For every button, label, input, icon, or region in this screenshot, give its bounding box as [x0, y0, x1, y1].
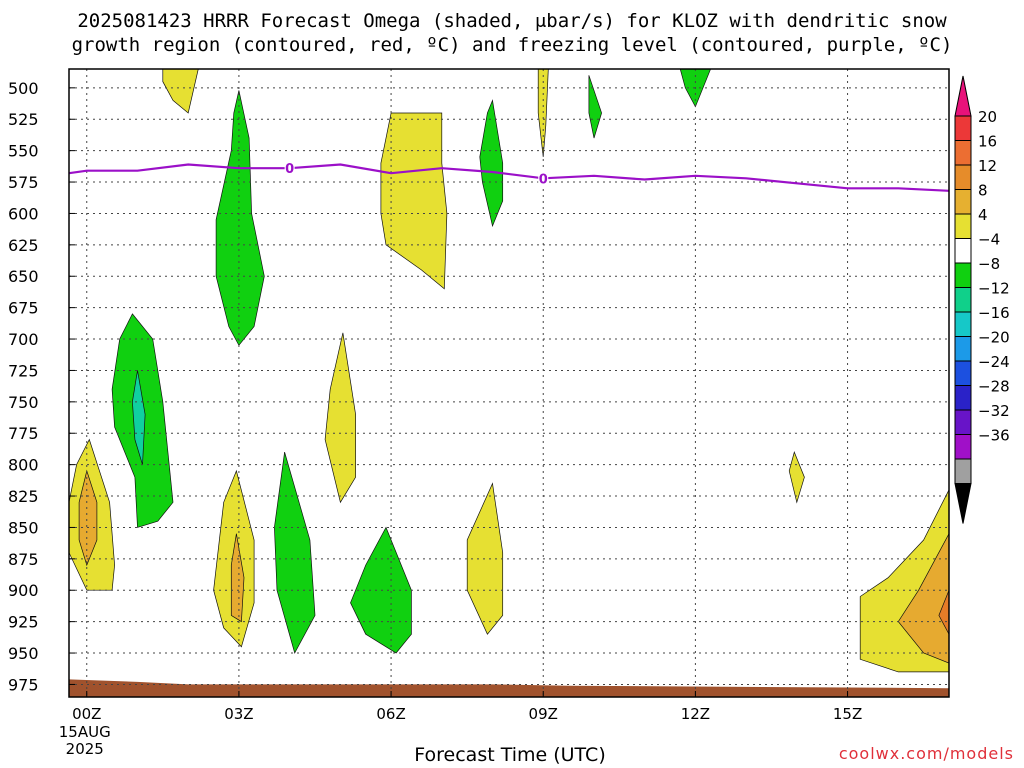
y-tick-label-825: 825: [8, 487, 39, 506]
y-tick-label-500: 500: [8, 79, 39, 98]
axis-layer: 500 525 550 575 600 625 650 675 700 725 750 775 800 8…: [8, 79, 862, 758]
colorbar-label: −24: [978, 353, 1010, 371]
colorbar-label: −28: [978, 378, 1010, 396]
omega-region-1: [162, 68, 199, 114]
y-tick-label-650: 650: [8, 267, 39, 286]
y-tick-label-625: 625: [8, 236, 39, 255]
omega-region-2: [215, 90, 265, 346]
colorbar-label: 20: [978, 108, 997, 126]
y-tick-label-550: 550: [8, 142, 39, 161]
omega-region-18: [788, 451, 805, 504]
freezing-level-label-bg: [538, 170, 549, 187]
colorbar-label: −20: [978, 329, 1010, 347]
terrain-layer: [69, 679, 949, 697]
y-tick-label-900: 900: [8, 581, 39, 600]
y-tick-label-800: 800: [8, 456, 39, 475]
chart-title-line-1: 2025081423 HRRR Forecast Omega (shaded, …: [77, 10, 947, 32]
x-tick-label-03Z: 03Z: [224, 705, 253, 723]
x-tick-label-06Z: 06Z: [376, 705, 405, 723]
x-tick-label-12Z: 12Z: [681, 705, 710, 723]
y-tick-label-875: 875: [8, 550, 39, 569]
omega-region-10: [588, 75, 602, 139]
y-tick-label-525: 525: [8, 110, 39, 129]
y-tick-label-725: 725: [8, 361, 39, 380]
colorbar-label: −32: [978, 402, 1010, 420]
colorbar-segment-14: [954, 434, 972, 460]
y-tick-label-575: 575: [8, 173, 39, 192]
omega-region-16: [350, 526, 412, 654]
colorbar-segment-12: [954, 385, 972, 411]
colorbar-segment-11: [954, 360, 972, 386]
terrain-fill: [69, 679, 949, 697]
colorbar-label: 16: [978, 133, 997, 151]
colorbar-segment-2: [954, 140, 972, 166]
colorbar-top-arrow: [954, 75, 972, 117]
freezing-level-layer: 00: [68, 160, 950, 192]
colorbar-label: −8: [978, 255, 1000, 273]
omega-region-12: [324, 332, 356, 504]
y-tick-label-925: 925: [8, 613, 39, 632]
y-tick-label-975: 975: [8, 675, 39, 694]
colorbar-label: 4: [978, 206, 988, 224]
chart-title-line-2: growth region (contoured, red, ºC) and f…: [71, 34, 953, 56]
colorbar-segment-8: [954, 287, 972, 313]
colorbar-segment-9: [954, 311, 972, 337]
freezing-level-label: 0: [539, 172, 548, 187]
omega-region-4: [132, 370, 146, 465]
grid-layer: [69, 69, 949, 697]
x-date-label: 15AUG: [59, 723, 111, 741]
freezing-level-label-bg: [284, 160, 295, 177]
colorbar-segment-15: [954, 458, 972, 484]
colorbar-segment-5: [954, 213, 972, 239]
colorbar-segment-6: [954, 238, 972, 264]
colorbar-segment-7: [954, 262, 972, 288]
y-tick-label-950: 950: [8, 644, 39, 663]
colorbar-segment-4: [954, 189, 972, 215]
colorbar-bottom-arrow: [954, 483, 972, 524]
omega-shaded-layer: [68, 68, 950, 673]
freezing-level-label: 0: [285, 162, 294, 177]
y-tick-label-600: 600: [8, 204, 39, 223]
y-tick-label-750: 750: [8, 393, 39, 412]
y-tick-label-850: 850: [8, 518, 39, 537]
colorbar-label: −12: [978, 280, 1010, 298]
colorbar-segment-3: [954, 164, 972, 190]
x-date-label: 2025: [66, 740, 104, 758]
omega-region-14: [230, 533, 245, 623]
colorbar-segment-10: [954, 336, 972, 362]
colorbar: 20 16 12 8 4 −4 −8 −12 −16 −20 −24 −28 −32 −36: [954, 75, 1010, 524]
plot-frame: [68, 68, 950, 698]
x-tick-label-15Z: 15Z: [833, 705, 862, 723]
x-tick-label-09Z: 09Z: [529, 705, 558, 723]
x-tick-label-00Z: 00Z: [72, 705, 101, 723]
x-axis-title: Forecast Time (UTC): [414, 744, 606, 766]
omega-region-6: [78, 469, 98, 567]
colorbar-label: 12: [978, 157, 997, 175]
credit-link[interactable]: coolwx.com/models: [838, 744, 1014, 763]
freezing-level-line: [68, 163, 950, 192]
colorbar-label: 8: [978, 182, 988, 200]
colorbar-label: −4: [978, 231, 1000, 249]
colorbar-label: −36: [978, 427, 1010, 445]
y-tick-label-675: 675: [8, 299, 39, 318]
colorbar-segment-1: [954, 115, 972, 141]
colorbar-segment-13: [954, 409, 972, 435]
y-tick-label-775: 775: [8, 424, 39, 443]
omega-region-8: [479, 99, 504, 228]
y-tick-label-700: 700: [8, 330, 39, 349]
omega-region-15: [274, 452, 316, 654]
colorbar-label: −16: [978, 304, 1010, 322]
